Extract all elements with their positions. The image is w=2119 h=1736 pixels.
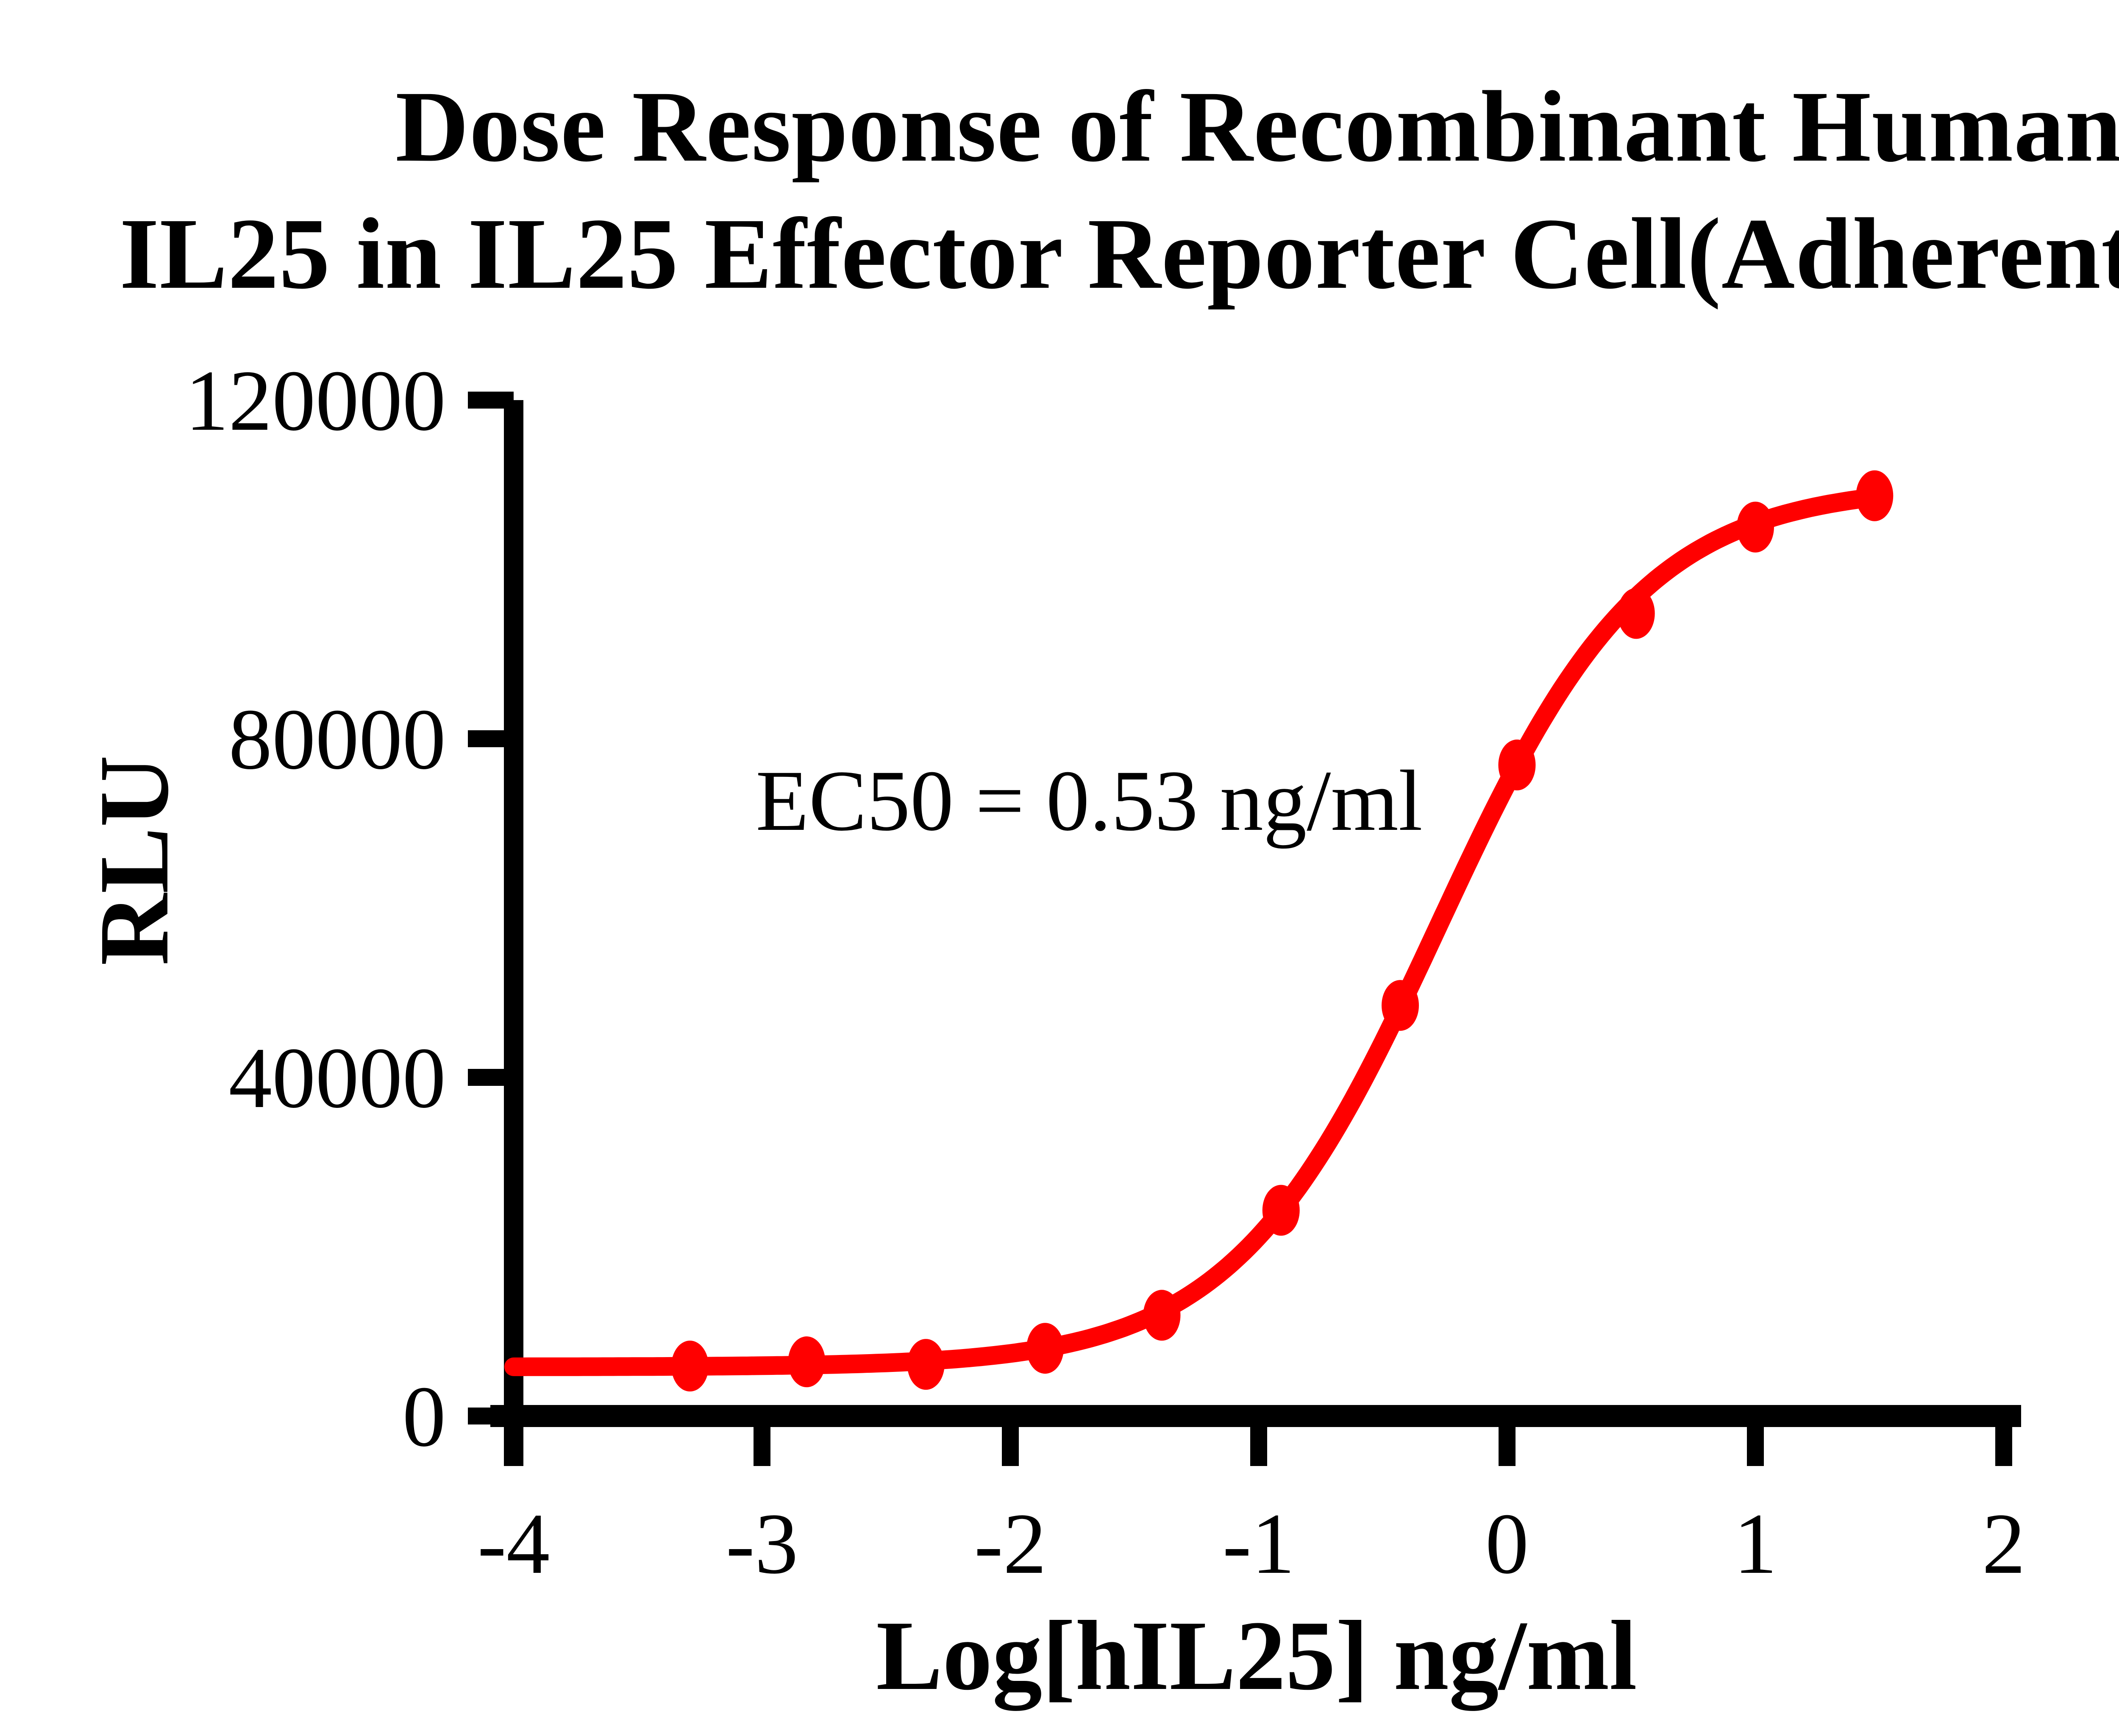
ec50-annotation: EC50 = 0.53 ng/ml <box>756 753 1422 849</box>
axes-layer: 0 40000 80000 120000 -4 -3 -2 -1 0 1 2 <box>185 353 2025 1592</box>
x-tick-label: 2 <box>1982 1496 2026 1592</box>
y-tick-label: 0 <box>403 1369 446 1465</box>
chart-title: Dose Response of Recombinant Human IL25 … <box>0 63 2119 317</box>
data-point <box>1856 470 1894 521</box>
data-point <box>1498 739 1536 790</box>
y-axis-title: RLU <box>79 755 189 965</box>
x-tick-label: 1 <box>1734 1496 1777 1592</box>
series-layer <box>504 470 1894 1392</box>
data-point <box>907 1339 945 1390</box>
data-point <box>1143 1290 1181 1341</box>
x-tick-label: -2 <box>974 1496 1047 1592</box>
x-tick-label: -4 <box>478 1496 550 1592</box>
x-tick-label: -1 <box>1223 1496 1295 1592</box>
x-tick-label: 0 <box>1485 1496 1529 1592</box>
data-point <box>1262 1185 1300 1236</box>
x-axis-title: Log[hIL25] ng/ml <box>876 1600 1637 1711</box>
data-point <box>1382 980 1419 1031</box>
y-tick-label: 80000 <box>229 691 446 787</box>
data-point <box>1026 1323 1064 1374</box>
y-tick-label: 40000 <box>229 1030 446 1126</box>
dose-response-curve <box>504 488 1884 1376</box>
data-point <box>1737 501 1774 553</box>
data-point <box>1617 588 1655 639</box>
data-point <box>671 1341 709 1392</box>
chart-title-line1: Dose Response of Recombinant Human <box>395 70 2119 183</box>
data-point <box>788 1336 826 1388</box>
chart-title-line2: IL25 in IL25 Effector Reporter Cell(Adhe… <box>120 197 2119 310</box>
y-tick-label: 120000 <box>185 353 446 449</box>
x-tick-label: -3 <box>726 1496 798 1592</box>
